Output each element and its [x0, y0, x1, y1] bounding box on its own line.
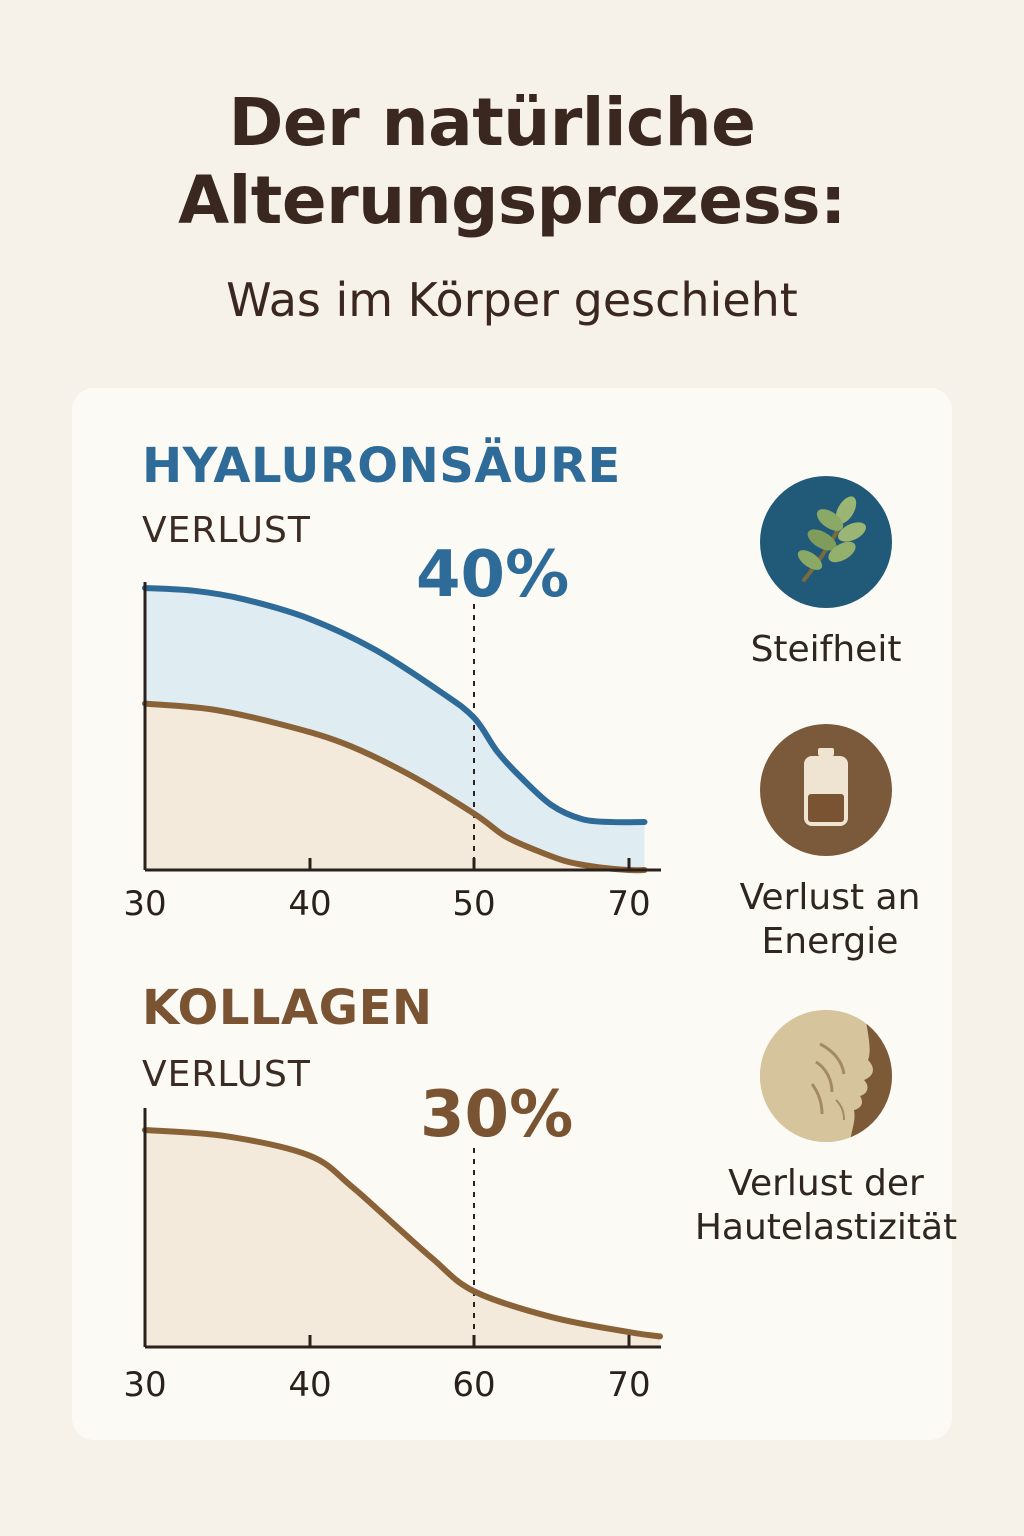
kollagen-title: KOLLAGEN [142, 980, 433, 1036]
hyaluron-ylabel: VERLUST [142, 510, 311, 551]
x-tick-label: 70 [607, 1365, 650, 1405]
header: Der natürliche Alterungsprozess: Was im … [0, 84, 1024, 328]
hyaluron-plot: 30 40 50 70 [123, 582, 661, 924]
kollagen-ylabel: VERLUST [142, 1054, 311, 1095]
hyaluron-annotation: 40% [416, 538, 569, 612]
kollagen-chart: KOLLAGEN VERLUST 30% 30 40 60 70 [123, 980, 663, 1405]
x-tick-label: 40 [288, 884, 331, 924]
x-tick-label: 70 [607, 884, 650, 924]
x-tick-label: 60 [452, 1365, 495, 1405]
x-tick-label: 50 [452, 884, 495, 924]
page-title-line-2: Alterungsprozess: [178, 162, 846, 239]
page-subtitle: Was im Körper geschieht [226, 273, 798, 327]
x-tick-label: 30 [123, 1365, 166, 1405]
lower-area-fill [145, 703, 645, 871]
hyaluron-title: HYALURONSÄURE [142, 437, 621, 494]
series-line-0 [142, 585, 648, 826]
kollagen-plot: 30 40 60 70 [123, 1108, 663, 1405]
x-tick-label: 40 [288, 1365, 331, 1405]
series-line-0 [142, 1127, 663, 1340]
hyaluron-chart: HYALURONSÄURE VERLUST 40% 30 40 50 70 [123, 437, 661, 924]
kollagen-annotation: 30% [420, 1078, 573, 1152]
page-title-line-1: Der natürliche [228, 84, 756, 161]
kollagen-area-fill [145, 1130, 660, 1347]
series-line-1 [142, 700, 648, 874]
x-tick-label: 30 [123, 884, 166, 924]
